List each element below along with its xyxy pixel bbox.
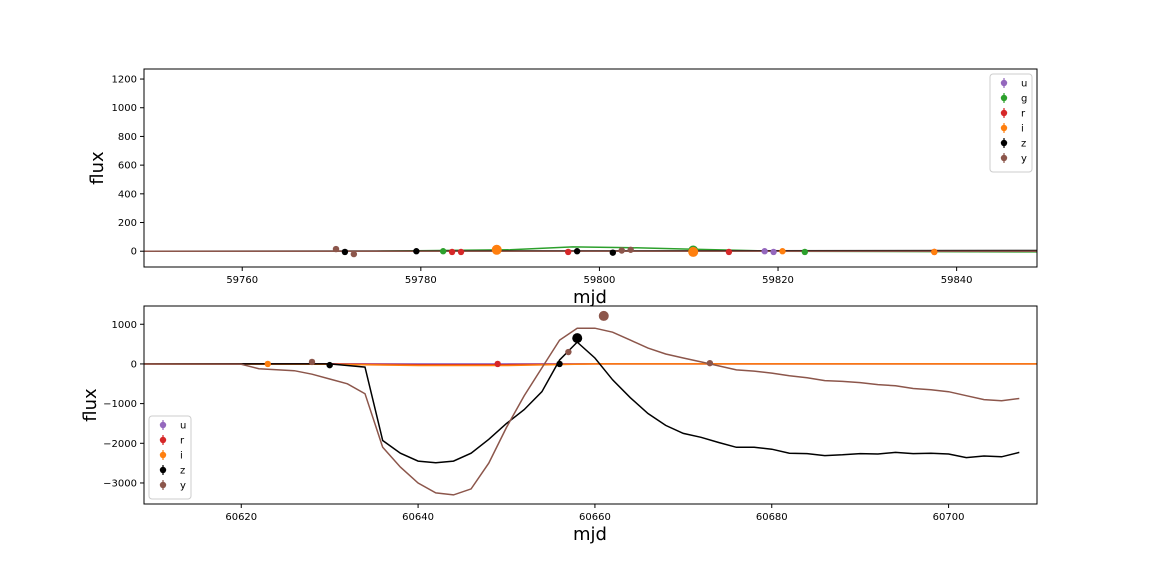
bottom-x-axis-label: mjd <box>573 524 607 545</box>
top-x-tick-label: 59820 <box>762 275 794 286</box>
top-data-point-z <box>413 248 420 255</box>
bottom-y-ticks: −3000 −2000 −1000 0 1000 <box>103 320 144 489</box>
top-x-ticks: 59760 59780 59800 59820 59840 <box>226 267 973 286</box>
bottom-data-point-z <box>572 333 583 344</box>
bottom-plot-area <box>144 306 1037 504</box>
top-legend-label-i: i <box>1021 124 1024 135</box>
bottom-legend-label-z: z <box>180 466 185 477</box>
bottom-data-point-y <box>598 310 609 321</box>
top-data-point-z <box>573 248 581 255</box>
bottom-legend-label-y: y <box>180 481 186 492</box>
bottom-x-tick-label: 60640 <box>402 512 434 523</box>
bottom-legend-marker-i <box>159 451 167 459</box>
bottom-panel: 60620 60640 60660 60680 60700 −3000 −2000 −100… <box>80 305 1038 545</box>
top-x-tick-label: 59760 <box>226 275 258 286</box>
bottom-data-point-i <box>264 360 271 368</box>
top-data-points <box>332 244 938 258</box>
top-panel: 59760 59780 59800 59820 59840 0 200 400 600 800 1… <box>87 68 1038 308</box>
bottom-plot-frame <box>143 305 1038 505</box>
top-y-tick-label: 1200 <box>112 75 137 86</box>
top-data-point-g <box>439 248 447 255</box>
top-legend-label-z: z <box>1021 139 1026 150</box>
bottom-y-tick-label: 1000 <box>112 320 137 331</box>
bottom-model-curves <box>143 327 1037 496</box>
bottom-x-tick-label: 60660 <box>579 512 611 523</box>
top-y-axis-label: flux <box>87 151 108 185</box>
bottom-legend-marker-r <box>159 436 167 444</box>
top-y-tick-label: 0 <box>131 247 137 258</box>
top-data-point-r <box>725 248 733 256</box>
top-data-point-y <box>618 247 625 254</box>
top-legend-marker-i <box>1000 124 1008 132</box>
bottom-legend-marker-u <box>159 421 167 429</box>
top-legend-box <box>989 73 1033 173</box>
bottom-x-tick-label: 60700 <box>933 512 965 523</box>
top-data-point-u <box>761 248 768 255</box>
top-legend-marker-g <box>1000 94 1008 102</box>
bottom-data-point-z <box>556 360 563 368</box>
bottom-model-curve-y <box>143 327 1020 496</box>
bottom-legend-label-u: u <box>180 421 186 432</box>
bottom-data-point-y <box>706 359 714 367</box>
top-y-tick-label: 1000 <box>112 103 137 114</box>
top-legend-marker-r <box>1000 109 1008 117</box>
top-y-tick-label: 600 <box>118 161 137 172</box>
top-plot-frame <box>143 68 1038 268</box>
top-data-point-r <box>564 248 572 256</box>
top-data-point-i <box>779 248 786 255</box>
top-data-point-i <box>931 248 938 256</box>
top-data-point-z <box>341 248 349 256</box>
top-data-point-u <box>770 248 777 256</box>
bottom-data-point-y <box>308 358 316 366</box>
top-data-point-i <box>491 244 502 255</box>
bottom-y-tick-label: −1000 <box>103 399 137 410</box>
top-data-point-r <box>448 248 456 256</box>
top-x-tick-label: 59780 <box>405 275 437 286</box>
top-legend-label-u: u <box>1021 79 1027 90</box>
bottom-data-point-r <box>494 360 501 368</box>
bottom-x-ticks: 60620 60640 60660 60680 60700 <box>225 504 964 523</box>
bottom-legend-marker-y <box>159 481 167 489</box>
top-y-tick-label: 400 <box>118 189 137 200</box>
bottom-y-axis-label: flux <box>80 388 101 422</box>
top-data-point-z <box>609 249 617 256</box>
top-data-point-i <box>688 246 699 257</box>
top-data-point-g <box>801 248 809 256</box>
top-legend-label-y: y <box>1021 154 1027 165</box>
top-y-tick-label: 200 <box>118 218 137 229</box>
bottom-model-curve-z <box>144 341 1020 464</box>
bottom-legend-box <box>148 415 192 500</box>
bottom-legend-label-i: i <box>180 451 183 462</box>
bottom-legend-label-r: r <box>180 436 185 447</box>
top-model-curves <box>143 246 1038 253</box>
top-data-point-y <box>350 250 358 258</box>
top-data-point-y <box>627 246 634 253</box>
bottom-y-tick-label: −3000 <box>103 478 137 489</box>
bottom-x-tick-label: 60680 <box>756 512 788 523</box>
top-plot-area <box>144 69 1037 267</box>
top-y-ticks: 0 200 400 600 800 1000 1200 <box>112 75 144 258</box>
bottom-legend-marker-z <box>159 466 167 474</box>
top-data-point-y <box>332 245 340 253</box>
top-legend-marker-u <box>1000 79 1008 87</box>
top-data-point-r <box>457 248 465 256</box>
top-x-tick-label: 59800 <box>584 275 616 286</box>
bottom-x-tick-label: 60620 <box>225 512 257 523</box>
bottom-data-points <box>264 310 714 369</box>
top-x-tick-label: 59840 <box>941 275 973 286</box>
top-y-tick-label: 800 <box>118 132 137 143</box>
top-legend-label-g: g <box>1021 94 1027 105</box>
top-legend-marker-y <box>1000 154 1008 162</box>
top-x-axis-label: mjd <box>573 287 607 308</box>
top-legend-label-r: r <box>1021 109 1026 120</box>
bottom-data-point-z <box>326 361 333 369</box>
bottom-data-point-y <box>565 348 572 356</box>
bottom-y-tick-label: −2000 <box>103 439 137 450</box>
top-legend-marker-z <box>1000 139 1008 147</box>
bottom-y-tick-label: 0 <box>131 359 137 370</box>
